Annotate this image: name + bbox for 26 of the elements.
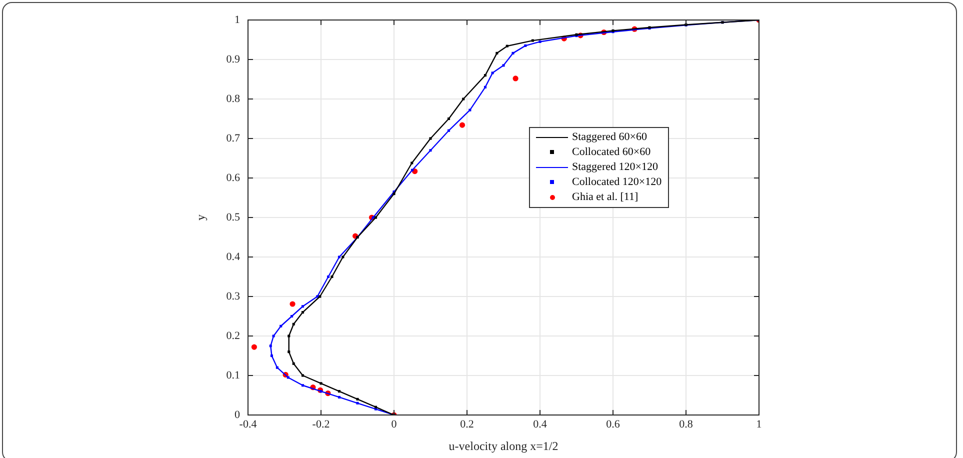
x-tick-label: -0.4 (239, 418, 258, 430)
legend-label: Ghia et al. [11] (572, 190, 638, 205)
x-tick-label: 0.2 (460, 418, 474, 430)
x-tick-label: -0.2 (312, 418, 330, 430)
x-tick-label: 0.4 (533, 418, 548, 430)
x-axis-title: u-velocity along x=1/2 (448, 438, 558, 453)
y-tick-label: 0.5 (226, 211, 240, 224)
y-tick-label: 1 (234, 14, 240, 26)
y-tick-label: 0.1 (226, 369, 240, 382)
x-tick-label: 0 (391, 418, 398, 430)
y-tick-label: 0.8 (226, 92, 240, 105)
x-tick-label: 0.6 (606, 418, 620, 430)
legend-label: Collocated 60×60 (572, 144, 651, 160)
legend-label: Staggered 120×120 (572, 160, 658, 175)
y-tick-label: 0.4 (226, 250, 240, 263)
y-axis-title: y (193, 214, 208, 220)
y-tick-label: 0.9 (226, 53, 240, 66)
y-tick-label: 0.7 (226, 132, 240, 144)
legend-label: Collocated 120×120 (572, 174, 662, 190)
legend-label: Staggered 60×60 (572, 130, 647, 145)
y-tick-label: 0 (234, 408, 240, 421)
x-tick-label: 1 (756, 418, 762, 430)
y-tick-label: 0.3 (226, 290, 240, 302)
x-tick-label: 0.8 (679, 418, 694, 430)
y-tick-label: 0.2 (226, 330, 240, 342)
y-tick-label: 0.6 (226, 172, 240, 184)
